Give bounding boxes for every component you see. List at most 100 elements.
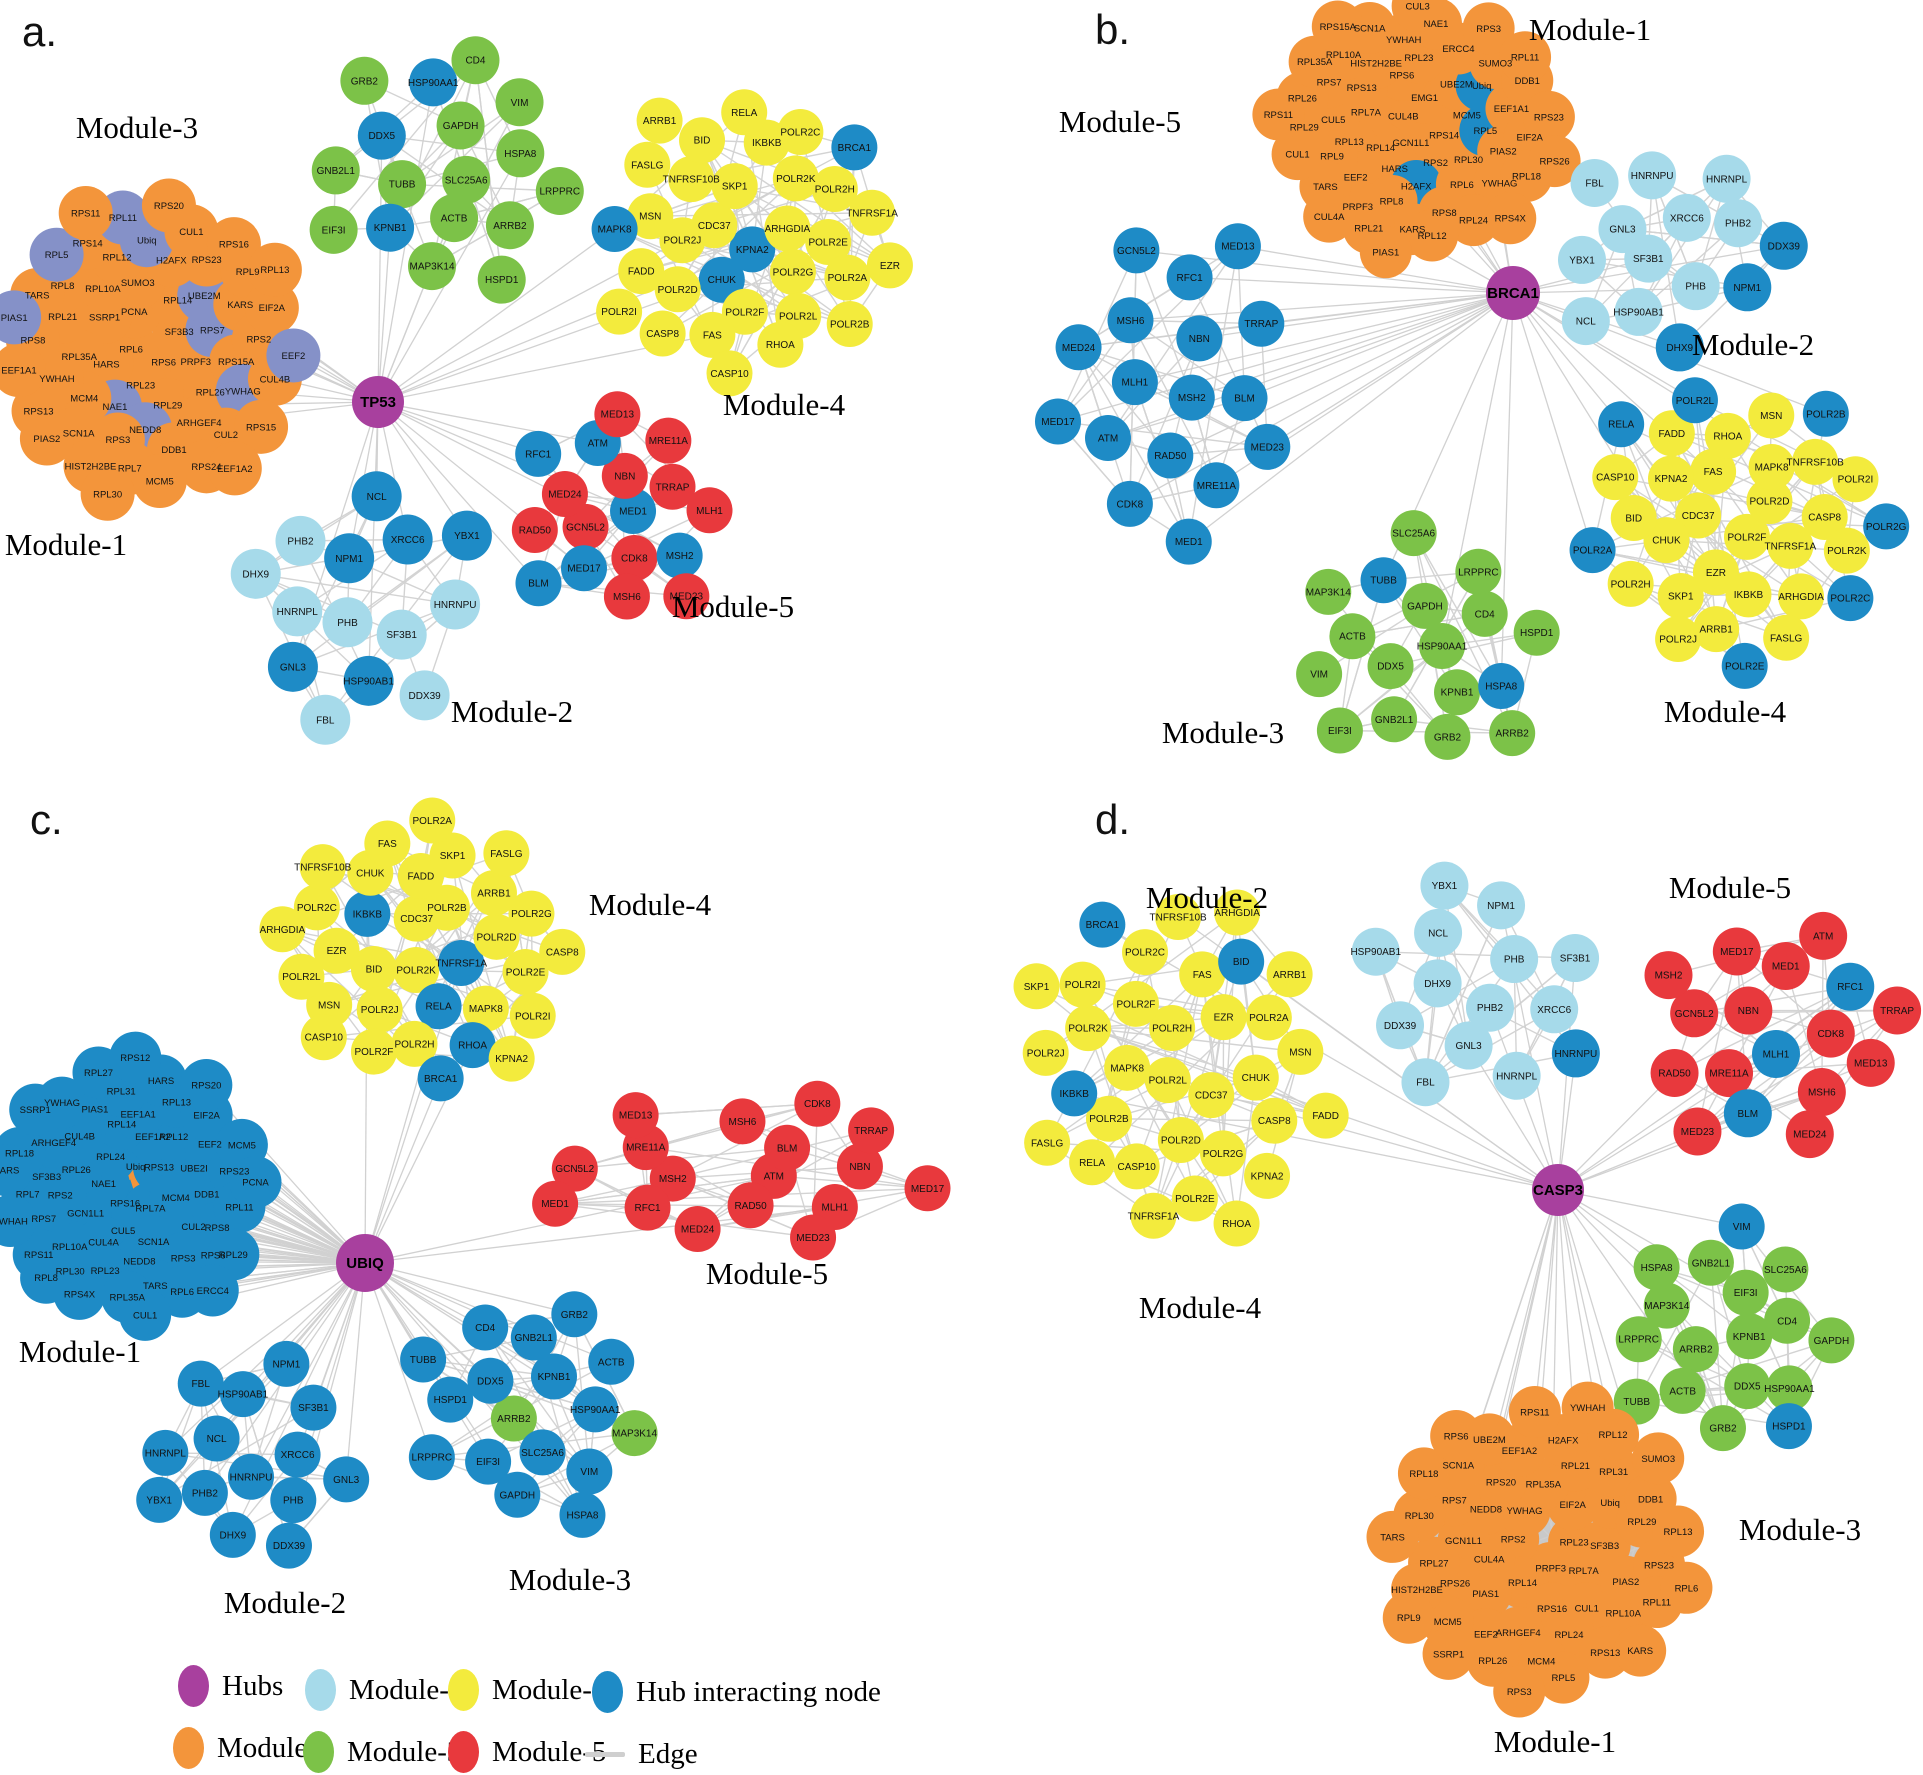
- node-FADD[interactable]: [1648, 410, 1695, 457]
- node-MAP3K14[interactable]: [1305, 568, 1352, 615]
- node-NCL[interactable]: [351, 471, 402, 522]
- node-FASLG[interactable]: [1024, 1119, 1071, 1166]
- node-RPL11[interactable]: [1499, 31, 1552, 84]
- node-CASP10[interactable]: [300, 1014, 347, 1061]
- node-HSPD1[interactable]: [477, 255, 526, 304]
- node-POLR2K[interactable]: [393, 946, 440, 993]
- node-RPL9[interactable]: [1382, 1591, 1435, 1644]
- node-EIF3I[interactable]: [465, 1438, 512, 1485]
- node-ARRB1[interactable]: [470, 869, 517, 916]
- node-HNRNPU[interactable]: [228, 1453, 275, 1500]
- node-GRB2[interactable]: [551, 1291, 598, 1338]
- node-TNFRSF1A[interactable]: [438, 940, 485, 987]
- node-MED13[interactable]: [612, 1092, 659, 1139]
- node-DDX5[interactable]: [357, 111, 406, 160]
- node-MSN[interactable]: [627, 193, 674, 240]
- node-POLR2D[interactable]: [654, 266, 701, 313]
- node-HSP90AA1[interactable]: [409, 58, 458, 107]
- node-GNB2L1[interactable]: [311, 146, 360, 195]
- node-SF3B1[interactable]: [1551, 934, 1600, 983]
- node-TNFRSF10B[interactable]: [1792, 438, 1839, 485]
- node-ARHGDIA[interactable]: [1214, 889, 1261, 936]
- node-CDK8[interactable]: [1106, 480, 1153, 527]
- node-POLR2G[interactable]: [508, 890, 555, 937]
- node-KPNB1[interactable]: [1434, 669, 1481, 716]
- node-POLR2H[interactable]: [391, 1020, 438, 1067]
- node-GNB2L1[interactable]: [1687, 1239, 1734, 1286]
- node-GAPDH[interactable]: [1808, 1317, 1855, 1364]
- node-TUBB[interactable]: [400, 1336, 447, 1383]
- node-POLR2I[interactable]: [1059, 961, 1106, 1008]
- node-KPNA2[interactable]: [488, 1035, 535, 1082]
- node-POLR2L[interactable]: [1671, 377, 1718, 424]
- node-ARRB2[interactable]: [490, 1395, 537, 1442]
- node-BID[interactable]: [1610, 494, 1657, 541]
- node-HSPD1[interactable]: [1765, 1403, 1812, 1450]
- node-HSP90AB1[interactable]: [1614, 287, 1663, 336]
- node-ACTB[interactable]: [430, 194, 479, 243]
- node-HNRNPU[interactable]: [1628, 151, 1677, 200]
- node-HSP90AA1[interactable]: [572, 1386, 619, 1433]
- node-YBX1[interactable]: [136, 1476, 183, 1523]
- node-HSPA8[interactable]: [1633, 1244, 1680, 1291]
- node-TNFRSF10B[interactable]: [299, 844, 346, 891]
- node-POLR2B[interactable]: [1802, 390, 1849, 437]
- node-EIF3I[interactable]: [1722, 1269, 1769, 1316]
- node-PIAS2[interactable]: [19, 411, 74, 466]
- node-KPNA2[interactable]: [729, 226, 776, 273]
- node-SSRP1[interactable]: [1422, 1627, 1475, 1680]
- node-MED1[interactable]: [1761, 942, 1810, 991]
- node-MED13[interactable]: [1846, 1038, 1895, 1087]
- node-POLR2B[interactable]: [826, 301, 873, 348]
- node-TNFRSF10B[interactable]: [1155, 894, 1202, 941]
- node-DDX39[interactable]: [1376, 1001, 1425, 1050]
- node-TRRAP[interactable]: [649, 463, 696, 510]
- node-EZR[interactable]: [1200, 994, 1247, 1041]
- node-POLR2E[interactable]: [502, 948, 549, 995]
- node-LRPPRC[interactable]: [535, 167, 584, 216]
- node-PHB[interactable]: [322, 597, 373, 648]
- node-RPL5[interactable]: [1537, 1651, 1590, 1704]
- node-POLR2C[interactable]: [293, 884, 340, 931]
- node-EEF2[interactable]: [266, 328, 321, 383]
- node-ARRB1[interactable]: [636, 97, 683, 144]
- node-POLR2A[interactable]: [409, 797, 456, 844]
- node-PHB2[interactable]: [181, 1469, 228, 1516]
- node-DDX5[interactable]: [1724, 1363, 1771, 1410]
- node-MAPK8[interactable]: [591, 206, 638, 253]
- node-IKBKB[interactable]: [1051, 1070, 1098, 1117]
- node-RPS3[interactable]: [1493, 1665, 1546, 1718]
- node-POLR2G[interactable]: [769, 248, 816, 295]
- node-KPNB1[interactable]: [530, 1353, 577, 1400]
- node-ARHGDIA[interactable]: [1778, 573, 1825, 620]
- node-IKBKB[interactable]: [1725, 571, 1772, 618]
- node-RFC1[interactable]: [1166, 254, 1213, 301]
- node-ACTB[interactable]: [1659, 1367, 1706, 1414]
- node-GCN5L2[interactable]: [1670, 989, 1719, 1038]
- node-FBL[interactable]: [1570, 158, 1619, 207]
- node-GAPDH[interactable]: [1401, 582, 1448, 629]
- node-HSP90AB1[interactable]: [1351, 927, 1400, 976]
- node-RFC1[interactable]: [624, 1184, 671, 1231]
- node-MSH2[interactable]: [1644, 951, 1693, 1000]
- node-EEF1A2[interactable]: [207, 441, 262, 496]
- node-IKBKB[interactable]: [344, 890, 391, 937]
- node-RPL13[interactable]: [1652, 1505, 1705, 1558]
- node-RAD50[interactable]: [511, 506, 558, 553]
- node-FADD[interactable]: [618, 248, 665, 295]
- node-MED24[interactable]: [1055, 324, 1102, 371]
- node-YWHAH[interactable]: [0, 1194, 37, 1247]
- node-MSN[interactable]: [1277, 1028, 1324, 1075]
- node-RAD50[interactable]: [1650, 1048, 1699, 1097]
- node-POLR2B[interactable]: [423, 884, 470, 931]
- node-POLR2K[interactable]: [772, 155, 819, 202]
- node-CDK8[interactable]: [611, 534, 658, 581]
- node-CASP8[interactable]: [1801, 493, 1848, 540]
- node-GCN5L2[interactable]: [1113, 227, 1160, 274]
- hub-BRCA1[interactable]: [1486, 266, 1540, 320]
- node-PHB2[interactable]: [275, 515, 326, 566]
- node-EIF3I[interactable]: [1316, 707, 1363, 754]
- node-POLR2H[interactable]: [811, 165, 858, 212]
- node-MAPK8[interactable]: [1748, 443, 1795, 490]
- node-XRCC6[interactable]: [1662, 193, 1711, 242]
